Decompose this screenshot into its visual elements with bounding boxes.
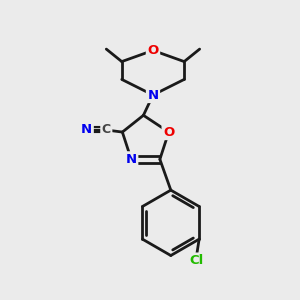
Text: Cl: Cl xyxy=(190,254,204,267)
Text: O: O xyxy=(147,44,159,57)
Text: N: N xyxy=(81,123,92,136)
Text: N: N xyxy=(126,153,137,166)
Text: C: C xyxy=(102,123,111,136)
Text: N: N xyxy=(147,88,158,101)
Text: O: O xyxy=(163,126,174,139)
